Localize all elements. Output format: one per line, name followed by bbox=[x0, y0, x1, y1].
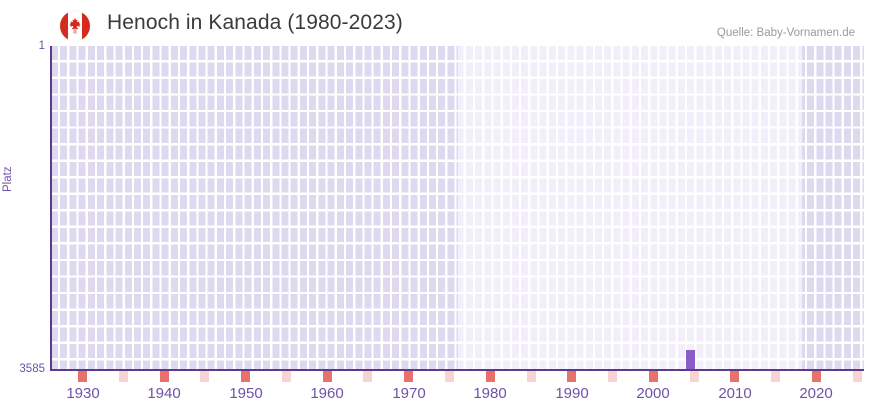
x-tick-1980 bbox=[486, 371, 495, 382]
y-label-top: 1 bbox=[38, 40, 45, 52]
flag-left-band bbox=[60, 11, 68, 41]
plot-area bbox=[51, 46, 864, 370]
x-tick-1950 bbox=[241, 371, 250, 382]
x-label-1990: 1990 bbox=[555, 385, 589, 402]
x-tick-1975 bbox=[445, 371, 454, 382]
x-label-1980: 1980 bbox=[473, 385, 507, 402]
x-tick-2005 bbox=[690, 371, 699, 382]
x-label-1960: 1960 bbox=[310, 385, 344, 402]
x-tick-2020 bbox=[812, 371, 821, 382]
band-after-range bbox=[802, 46, 864, 370]
x-label-2010: 2010 bbox=[718, 385, 752, 402]
y-axis-line bbox=[50, 46, 52, 370]
source-note: Quelle: Baby-Vornamen.de bbox=[716, 27, 855, 39]
flag-right-band bbox=[82, 11, 90, 41]
x-label-1930: 1930 bbox=[66, 385, 100, 402]
x-tick-1930 bbox=[78, 371, 87, 382]
x-tick-2010 bbox=[730, 371, 739, 382]
band-before-range bbox=[51, 46, 458, 370]
x-label-1950: 1950 bbox=[229, 385, 263, 402]
bar-2007[interactable] bbox=[686, 350, 695, 370]
x-tick-1985 bbox=[527, 371, 536, 382]
x-tick-1935 bbox=[119, 371, 128, 382]
x-tick-1945 bbox=[200, 371, 209, 382]
y-axis-title: Platz bbox=[2, 166, 14, 192]
maple-leaf-icon bbox=[69, 17, 81, 34]
x-tick-1995 bbox=[608, 371, 617, 382]
x-tick-2025 bbox=[853, 371, 862, 382]
x-tick-1955 bbox=[282, 371, 291, 382]
x-tick-1970 bbox=[404, 371, 413, 382]
x-label-2000: 2000 bbox=[636, 385, 670, 402]
page-title: Henoch in Kanada (1980-2023) bbox=[107, 11, 403, 34]
x-tick-2015 bbox=[771, 371, 780, 382]
band-data-range bbox=[458, 46, 802, 370]
chart-header: Henoch in Kanada (1980-2023) Quelle: Bab… bbox=[0, 0, 873, 46]
x-tick-2000 bbox=[649, 371, 658, 382]
x-axis-line bbox=[50, 369, 864, 371]
y-label-bottom: 3585 bbox=[19, 363, 45, 375]
canada-flag-icon bbox=[60, 11, 90, 41]
x-tick-1965 bbox=[363, 371, 372, 382]
x-label-1970: 1970 bbox=[392, 385, 426, 402]
x-tick-1940 bbox=[160, 371, 169, 382]
x-tick-1960 bbox=[323, 371, 332, 382]
x-label-1940: 1940 bbox=[147, 385, 181, 402]
x-label-2020: 2020 bbox=[799, 385, 833, 402]
x-tick-1990 bbox=[567, 371, 576, 382]
